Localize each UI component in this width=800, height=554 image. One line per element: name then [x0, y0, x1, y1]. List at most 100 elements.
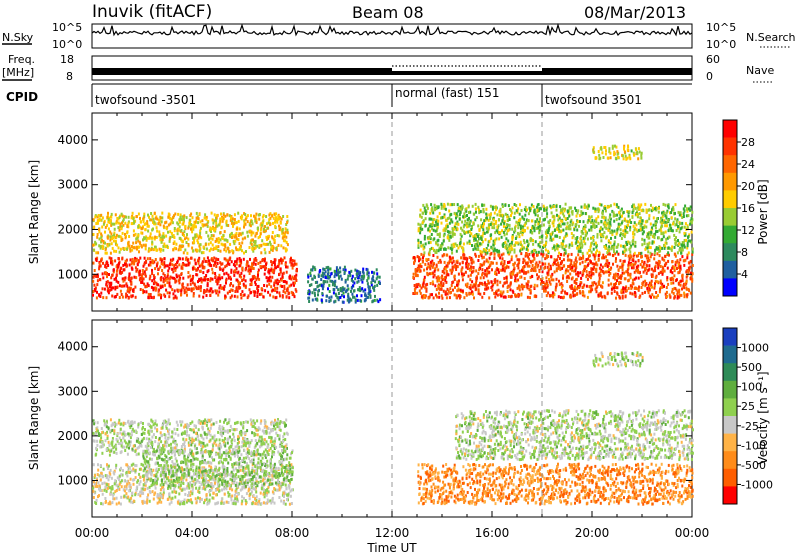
data-cell [634, 286, 637, 290]
data-cell [664, 203, 667, 207]
data-cell [150, 218, 153, 222]
data-cell [607, 228, 610, 232]
data-cell [188, 261, 191, 265]
data-cell [656, 230, 659, 233]
data-cell [641, 226, 644, 230]
nsky-strip-frame [91, 23, 693, 49]
data-cell [213, 247, 216, 250]
data-cell [556, 258, 559, 262]
data-cell [550, 278, 553, 282]
data-cell [592, 236, 594, 239]
data-cell [95, 259, 98, 262]
data-cell [143, 290, 146, 294]
data-cell [325, 299, 328, 303]
data-cell [497, 268, 499, 272]
data-cell [690, 230, 693, 234]
data-cell [682, 215, 685, 218]
data-cell [195, 285, 198, 289]
data-cell [148, 277, 151, 281]
data-cell [295, 273, 298, 277]
data-cell [163, 235, 166, 239]
data-cell [144, 274, 147, 278]
data-cell [451, 256, 454, 260]
data-cell [553, 245, 555, 249]
data-cell [157, 222, 160, 226]
data-cell [592, 247, 595, 251]
data-cell [98, 293, 101, 297]
data-cell [175, 242, 178, 246]
data-cell [689, 291, 692, 295]
data-cell [145, 290, 148, 294]
data-cell [135, 215, 138, 219]
data-cell [632, 266, 635, 270]
data-cell [493, 252, 496, 256]
data-cell [129, 288, 132, 292]
data-cell [209, 277, 212, 281]
data-cell [446, 261, 449, 265]
data-cell [117, 265, 120, 269]
data-cell [338, 276, 340, 280]
data-cell [220, 242, 223, 246]
data-cell [235, 248, 238, 252]
data-cell [276, 234, 279, 237]
data-cell [225, 223, 228, 227]
data-cell [122, 263, 125, 267]
data-cell [367, 292, 370, 296]
data-cell [270, 285, 273, 289]
data-cell [241, 267, 244, 271]
data-cell [99, 246, 102, 250]
data-cell [240, 296, 243, 300]
nsky-tick-top: 10^5 [52, 21, 82, 34]
data-cell [675, 236, 677, 240]
data-cell [467, 224, 470, 228]
data-cell [202, 271, 205, 275]
data-cell [669, 269, 672, 273]
data-cell [687, 266, 690, 270]
data-cell [356, 275, 359, 278]
data-cell [334, 292, 337, 296]
data-cell [494, 279, 497, 283]
data-cell [248, 246, 251, 249]
data-cell [220, 286, 223, 290]
data-cell [516, 293, 519, 297]
data-cell [436, 243, 439, 247]
data-cell [199, 247, 202, 251]
data-cell [118, 250, 121, 254]
data-cell [201, 223, 204, 227]
data-cell [639, 216, 642, 220]
data-cell [236, 227, 239, 231]
data-cell [413, 256, 416, 259]
data-cell [631, 281, 634, 285]
data-cell [286, 265, 289, 269]
data-cell [281, 295, 284, 299]
data-cell [339, 274, 342, 278]
data-cell [424, 212, 427, 215]
data-cell [269, 293, 272, 297]
data-cell [145, 221, 148, 225]
data-cell [210, 234, 213, 237]
data-cell [479, 210, 482, 214]
data-cell [190, 223, 193, 227]
data-cell [560, 285, 563, 289]
data-cell [482, 228, 485, 232]
data-cell [188, 287, 191, 291]
data-cell [132, 246, 135, 250]
data-cell [243, 251, 245, 255]
data-cell [269, 242, 272, 246]
data-cell [569, 263, 572, 267]
data-cell [447, 230, 449, 234]
data-cell [451, 220, 454, 224]
data-cell [195, 273, 198, 277]
data-cell [630, 266, 633, 270]
data-cell [638, 285, 640, 289]
data-cell [157, 267, 160, 271]
data-cell [492, 243, 495, 247]
data-region-2 [307, 265, 382, 304]
data-cell [215, 279, 218, 283]
data-cell [325, 294, 328, 298]
data-cell [346, 284, 349, 288]
data-cell [474, 207, 477, 211]
data-cell [258, 277, 261, 281]
data-cell [185, 236, 188, 240]
data-cell [285, 248, 288, 252]
